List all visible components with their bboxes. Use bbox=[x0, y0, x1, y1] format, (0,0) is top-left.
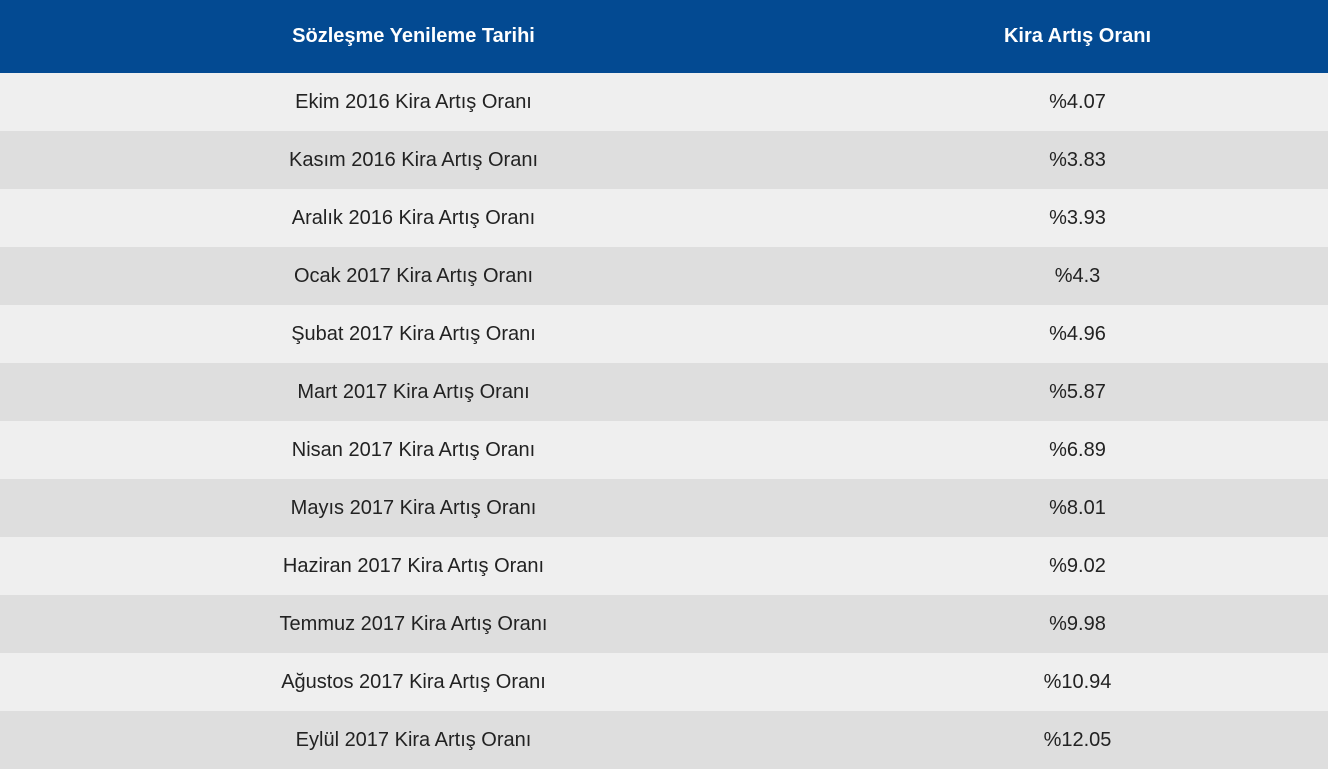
renewal-date-cell: Haziran 2017 Kira Artış Oranı bbox=[0, 537, 827, 595]
table-row: Aralık 2016 Kira Artış Oranı %3.93 bbox=[0, 189, 1328, 247]
renewal-date-cell: Kasım 2016 Kira Artış Oranı bbox=[0, 131, 827, 189]
increase-rate-cell: %6.89 bbox=[827, 421, 1328, 479]
increase-rate-cell: %4.96 bbox=[827, 305, 1328, 363]
increase-rate-cell: %10.94 bbox=[827, 653, 1328, 711]
renewal-date-cell: Ocak 2017 Kira Artış Oranı bbox=[0, 247, 827, 305]
increase-rate-cell: %12.05 bbox=[827, 711, 1328, 769]
table-row: Temmuz 2017 Kira Artış Oranı %9.98 bbox=[0, 595, 1328, 653]
increase-rate-cell: %3.83 bbox=[827, 131, 1328, 189]
table-row: Mart 2017 Kira Artış Oranı %5.87 bbox=[0, 363, 1328, 421]
renewal-date-cell: Eylül 2017 Kira Artış Oranı bbox=[0, 711, 827, 769]
increase-rate-cell: %4.3 bbox=[827, 247, 1328, 305]
table-row: Haziran 2017 Kira Artış Oranı %9.02 bbox=[0, 537, 1328, 595]
renewal-date-cell: Şubat 2017 Kira Artış Oranı bbox=[0, 305, 827, 363]
increase-rate-cell: %8.01 bbox=[827, 479, 1328, 537]
table-row: Ekim 2016 Kira Artış Oranı %4.07 bbox=[0, 73, 1328, 131]
renewal-date-cell: Mayıs 2017 Kira Artış Oranı bbox=[0, 479, 827, 537]
header-increase-rate: Kira Artış Oranı bbox=[827, 0, 1328, 73]
renewal-date-cell: Ağustos 2017 Kira Artış Oranı bbox=[0, 653, 827, 711]
table-body: Ekim 2016 Kira Artış Oranı %4.07 Kasım 201… bbox=[0, 73, 1328, 769]
renewal-date-cell: Nisan 2017 Kira Artış Oranı bbox=[0, 421, 827, 479]
increase-rate-cell: %3.93 bbox=[827, 189, 1328, 247]
renewal-date-cell: Ekim 2016 Kira Artış Oranı bbox=[0, 73, 827, 131]
table-row: Kasım 2016 Kira Artış Oranı %3.83 bbox=[0, 131, 1328, 189]
table-row: Ocak 2017 Kira Artış Oranı %4.3 bbox=[0, 247, 1328, 305]
table-row: Ağustos 2017 Kira Artış Oranı %10.94 bbox=[0, 653, 1328, 711]
renewal-date-cell: Aralık 2016 Kira Artış Oranı bbox=[0, 189, 827, 247]
header-renewal-date: Sözleşme Yenileme Tarihi bbox=[0, 0, 827, 73]
table-header-row: Sözleşme Yenileme Tarihi Kira Artış Oran… bbox=[0, 0, 1328, 73]
increase-rate-cell: %9.02 bbox=[827, 537, 1328, 595]
table-row: Şubat 2017 Kira Artış Oranı %4.96 bbox=[0, 305, 1328, 363]
increase-rate-cell: %5.87 bbox=[827, 363, 1328, 421]
increase-rate-cell: %4.07 bbox=[827, 73, 1328, 131]
increase-rate-cell: %9.98 bbox=[827, 595, 1328, 653]
table-row: Nisan 2017 Kira Artış Oranı %6.89 bbox=[0, 421, 1328, 479]
renewal-date-cell: Mart 2017 Kira Artış Oranı bbox=[0, 363, 827, 421]
table-row: Mayıs 2017 Kira Artış Oranı %8.01 bbox=[0, 479, 1328, 537]
renewal-date-cell: Temmuz 2017 Kira Artış Oranı bbox=[0, 595, 827, 653]
table-row: Eylül 2017 Kira Artış Oranı %12.05 bbox=[0, 711, 1328, 769]
